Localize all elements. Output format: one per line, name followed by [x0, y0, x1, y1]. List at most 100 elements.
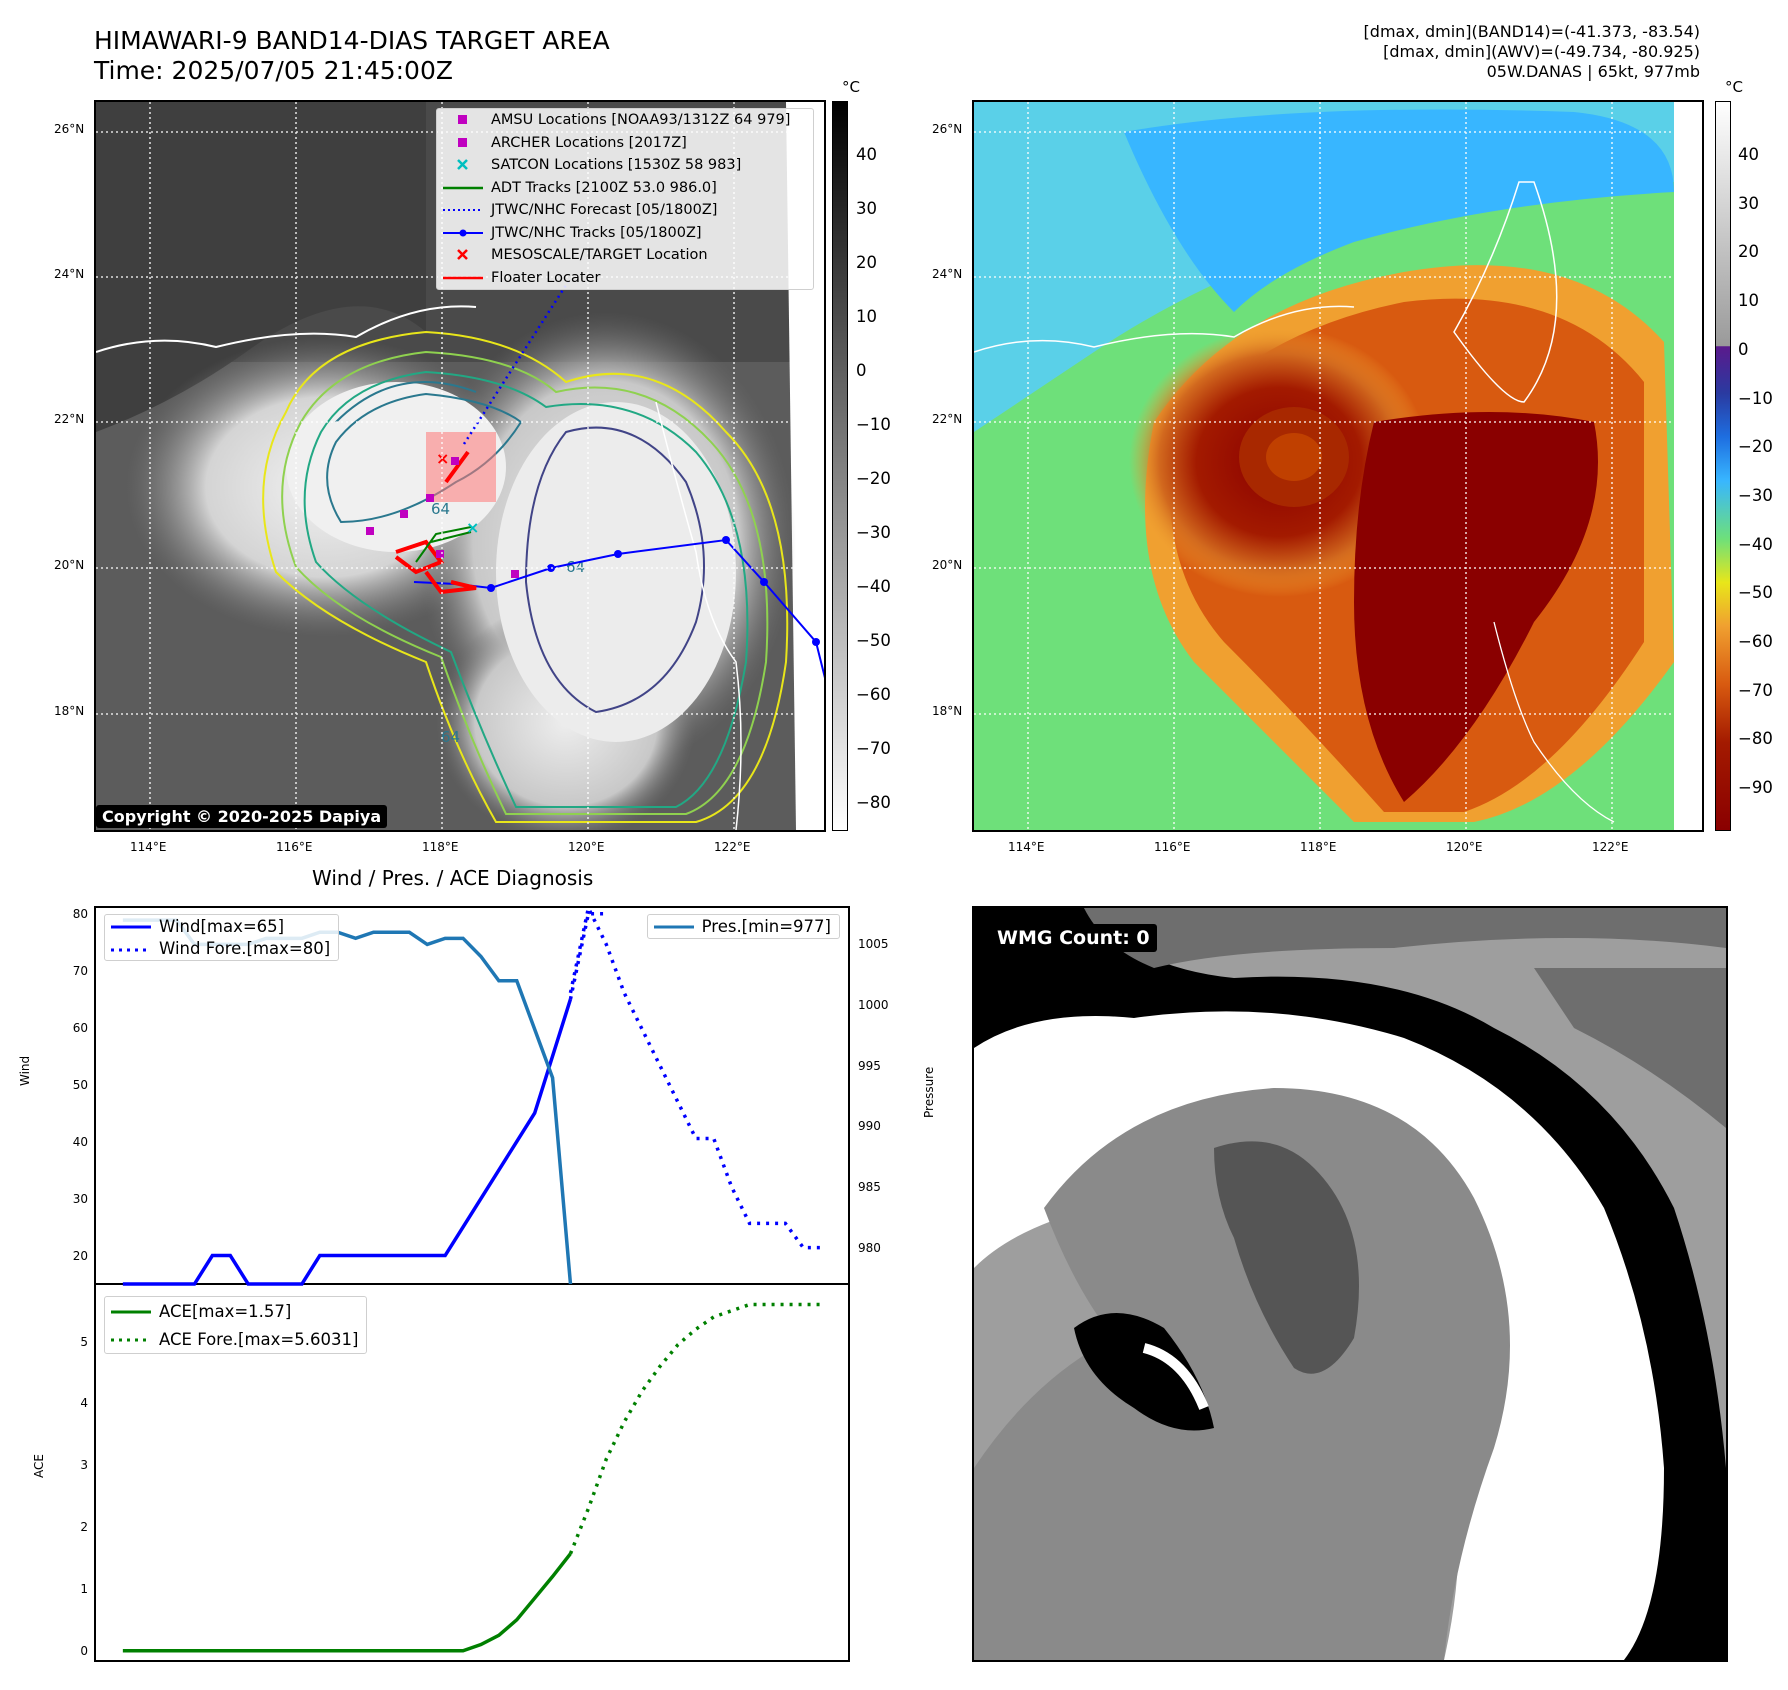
diagnosis-tick: 4	[80, 1396, 88, 1411]
map-legend-item: JTWC/NHC Forecast [05/1800Z]	[437, 199, 813, 222]
figure-time: Time: 2025/07/05 21:45:00Z	[94, 56, 453, 85]
color-tick: −80	[1738, 729, 1773, 749]
lat-tick: 22°N	[932, 412, 963, 426]
wind-axis-label: Wind	[18, 1055, 32, 1086]
map-legend-symbol	[443, 226, 483, 240]
map-legend-item: ARCHER Locations [2017Z]	[437, 132, 813, 155]
color-tick: −90	[1738, 778, 1773, 798]
lat-tick: 18°N	[54, 704, 85, 718]
svg-text:×: ×	[466, 518, 479, 537]
map-legend-symbol	[443, 158, 483, 172]
enhanced-map	[974, 102, 1702, 830]
diagnosis-tick: 985	[858, 1179, 881, 1194]
diagnosis-tick: 1	[80, 1581, 88, 1596]
ace-series-0	[122, 1552, 572, 1653]
figure-title: HIMAWARI-9 BAND14-DIAS TARGET AREA	[94, 26, 610, 55]
info-awv: [dmax, dmin](AWV)=(-49.734, -80.925)	[1383, 42, 1700, 61]
gray-tick: −40	[856, 577, 891, 596]
lon-tick: 122°E	[1592, 840, 1629, 854]
diagnosis-tick: 30	[72, 1191, 88, 1206]
lat-tick: 22°N	[54, 412, 85, 426]
diagnosis-tick: 1005	[858, 937, 889, 952]
wmg-panel: WMG Count: 0	[972, 906, 1728, 1662]
diagnosis-tick: 70	[72, 963, 88, 978]
ace-legend: ACE[max=1.57] ACE Fore.[max=5.6031]	[104, 1296, 368, 1354]
map-legend-symbol	[443, 271, 483, 285]
svg-text:×: ×	[436, 449, 449, 468]
gray-tick: 10	[856, 307, 877, 326]
ace-fore-legend-swatch	[111, 1332, 151, 1346]
ace-axis-label: ACE	[32, 1454, 46, 1478]
gray-tick: 0	[856, 361, 867, 380]
map-legend-symbol	[443, 203, 483, 217]
lat-tick: 20°N	[932, 558, 963, 572]
diagnosis-tick: 0	[80, 1643, 88, 1658]
ace-series-1	[568, 1302, 822, 1555]
map-legend-label: ADT Tracks [2100Z 53.0 986.0]	[491, 179, 717, 196]
wind-legend: Wind[max=65] Wind Fore.[max=80]	[104, 914, 340, 961]
map-legend-label: JTWC/NHC Tracks [05/1800Z]	[491, 224, 702, 241]
map-legend-item: JTWC/NHC Tracks [05/1800Z]	[437, 222, 813, 245]
diagnosis-tick: 20	[72, 1248, 88, 1263]
color-tick: 30	[1738, 193, 1759, 213]
map-legend-label: Floater Locater	[491, 269, 601, 286]
diagnosis-title: Wind / Pres. / ACE Diagnosis	[312, 866, 594, 890]
diagnosis-tick: 50	[72, 1077, 88, 1092]
diagnosis-chart: Wind[max=65] Wind Fore.[max=80] Pres.[mi…	[94, 902, 850, 1662]
pres-series-1	[568, 902, 822, 1250]
ace-fore-legend-label: ACE Fore.[max=5.6031]	[159, 1329, 359, 1349]
info-band14: [dmax, dmin](BAND14)=(-41.373, -83.54)	[1363, 22, 1700, 41]
gray-colorbar-unit: °C	[842, 78, 860, 96]
color-tick: −10	[1738, 388, 1773, 408]
lon-tick: 114°E	[1008, 840, 1045, 854]
lon-tick: 118°E	[1300, 840, 1337, 854]
diagnosis-tick: 80	[72, 906, 88, 921]
map-legend-symbol	[443, 113, 483, 127]
wmg-map	[974, 908, 1726, 1660]
diagnosis-tick: 40	[72, 1134, 88, 1149]
pres-axis-label: Pressure	[922, 1066, 936, 1118]
lon-tick: 120°E	[1446, 840, 1483, 854]
diagnosis-tick: 2	[80, 1520, 88, 1535]
color-tick: 40	[1738, 145, 1759, 164]
gray-tick: −10	[856, 415, 891, 434]
gray-tick: 20	[856, 253, 877, 272]
map-legend-item: Floater Locater	[437, 267, 813, 290]
color-tick: −20	[1738, 437, 1773, 457]
map-legend-label: ARCHER Locations [2017Z]	[491, 134, 687, 151]
color-tick: −50	[1738, 583, 1773, 603]
diagnosis-tick: 990	[858, 1119, 881, 1134]
lon-tick: 116°E	[1154, 840, 1191, 854]
wind-series-1	[568, 911, 607, 1000]
wind-legend-label: Wind[max=65]	[159, 916, 285, 936]
wind-fore-legend-label: Wind Fore.[max=80]	[159, 939, 331, 959]
gray-tick: −50	[856, 631, 891, 650]
color-tick: −40	[1738, 534, 1773, 554]
map-legend-symbol	[443, 181, 483, 195]
pres-series-0	[122, 918, 573, 1285]
lat-tick: 24°N	[54, 267, 85, 281]
diagnosis-tick: 60	[72, 1020, 88, 1035]
wind-series-0	[122, 998, 573, 1286]
lat-tick: 20°N	[54, 558, 85, 572]
diagnosis-tick: 980	[858, 1240, 881, 1255]
gray-colorbar	[832, 101, 848, 831]
map-legend-label: MESOSCALE/TARGET Location	[491, 247, 708, 264]
color-colorbar	[1715, 101, 1731, 831]
gray-tick: −70	[856, 739, 891, 758]
diagnosis-tick: 5	[80, 1334, 88, 1349]
gray-tick: 30	[856, 199, 877, 218]
map-legend-item: ADT Tracks [2100Z 53.0 986.0]	[437, 177, 813, 200]
map-legend-symbol	[443, 248, 483, 262]
copyright-badge: Copyright © 2020-2025 Dapiya	[96, 805, 388, 828]
map-legend-item: MESOSCALE/TARGET Location	[437, 244, 813, 267]
lon-tick: 116°E	[276, 840, 313, 854]
color-tick: 0	[1738, 339, 1749, 359]
map-legend: AMSU Locations [NOAA93/1312Z 64 979] ARCH…	[436, 108, 814, 290]
lon-tick: 120°E	[568, 840, 605, 854]
gray-tick: −20	[856, 469, 891, 488]
color-colorbar-unit: °C	[1725, 78, 1743, 96]
lat-tick: 26°N	[932, 122, 963, 136]
color-tick: 20	[1738, 242, 1759, 262]
lon-tick: 118°E	[422, 840, 459, 854]
